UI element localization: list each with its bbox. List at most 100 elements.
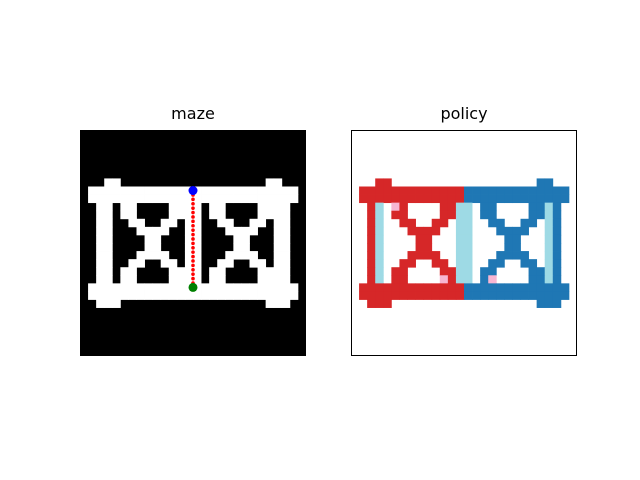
maze-open-cell [282,259,290,267]
maze-open-cell [145,251,153,259]
policy-cell [375,275,383,283]
policy-cell [440,283,448,291]
maze-open-cell [241,243,249,251]
maze-open-cell [128,203,136,211]
maze-open-cell [169,203,177,211]
maze-open-cell [177,195,185,203]
maze-open-cell [112,283,120,291]
maze-open-cell [225,259,233,267]
maze-open-cell [88,187,96,195]
path-dot [191,228,195,232]
maze-open-cell [274,195,282,203]
maze-open-cell [145,227,153,235]
policy-cell [432,259,440,267]
maze-open-cell [161,227,169,235]
maze-open-cell [274,275,282,283]
policy-cell [432,251,440,259]
policy-cell [391,283,399,291]
maze-open-cell [258,283,266,291]
policy-cell [424,195,432,203]
maze-open-cell [112,300,120,308]
maze-open-cell [128,275,136,283]
policy-cell [375,187,383,195]
policy-cell [464,251,472,259]
maze-open-cell [137,219,145,227]
maze-open-cell [153,283,161,291]
policy-cell [399,195,407,203]
policy-cell [367,243,375,251]
policy-cell [440,187,448,195]
maze-open-cell [225,251,233,259]
policy-cell [537,267,545,275]
maze-open-cell [137,187,145,195]
policy-cell [375,235,383,243]
maze-open-cell [112,195,120,203]
maze-open-cell [169,195,177,203]
policy-cell [561,291,569,299]
maze-open-cell [258,259,266,267]
maze-open-cell [274,300,282,308]
policy-cell [383,300,391,308]
policy-cell [408,291,416,299]
policy-cell [464,275,472,283]
maze-open-cell [266,275,274,283]
maze-open-cell [274,227,282,235]
maze-open-cell [96,235,104,243]
maze-open-cell [274,178,282,186]
policy-cell [537,275,545,283]
policy-cell [504,243,512,251]
policy-cell [553,267,561,275]
maze-open-cell [274,187,282,195]
policy-cell [367,219,375,227]
maze-open-cell [153,187,161,195]
maze-open-cell [104,259,112,267]
maze-open-cell [104,211,112,219]
policy-cell [367,275,375,283]
policy-cell [408,259,416,267]
maze-open-cell [241,235,249,243]
maze-open-cell [274,283,282,291]
policy-cell [529,259,537,267]
policy-cell [521,291,529,299]
policy-cell [496,291,504,299]
policy-cell [399,275,407,283]
policy-cell [504,251,512,259]
maze-open-cell [153,243,161,251]
maze-open-cell [290,283,298,291]
policy-cell [521,251,529,259]
policy-cell [512,251,520,259]
policy-cell [416,187,424,195]
maze-open-cell [112,187,120,195]
maze-open-cell [153,195,161,203]
maze-open-cell [217,283,225,291]
policy-cell [529,283,537,291]
maze-open-cell [209,283,217,291]
maze-open-cell [217,291,225,299]
maze-open-cell [96,251,104,259]
maze-open-cell [128,283,136,291]
policy-cell [545,275,553,283]
maze-open-cell [241,251,249,259]
policy-cell [545,267,553,275]
maze-open-cell [104,219,112,227]
maze-open-cell [104,267,112,275]
policy-cell [464,227,472,235]
policy-cell [537,300,545,308]
maze-open-cell [290,187,298,195]
maze-open-cell [177,275,185,283]
goal-marker [189,283,198,292]
policy-cell [432,219,440,227]
maze-open-cell [250,259,258,267]
maze-open-cell [233,187,241,195]
maze-open-cell [96,259,104,267]
policy-cell [496,187,504,195]
maze-open-cell [258,275,266,283]
policy-cell [424,251,432,259]
policy-cell [464,283,472,291]
policy-cell [553,275,561,283]
maze-open-cell [96,227,104,235]
policy-cell [456,243,464,251]
policy-cell [537,211,545,219]
maze-open-cell [217,203,225,211]
maze-open-cell [169,187,177,195]
